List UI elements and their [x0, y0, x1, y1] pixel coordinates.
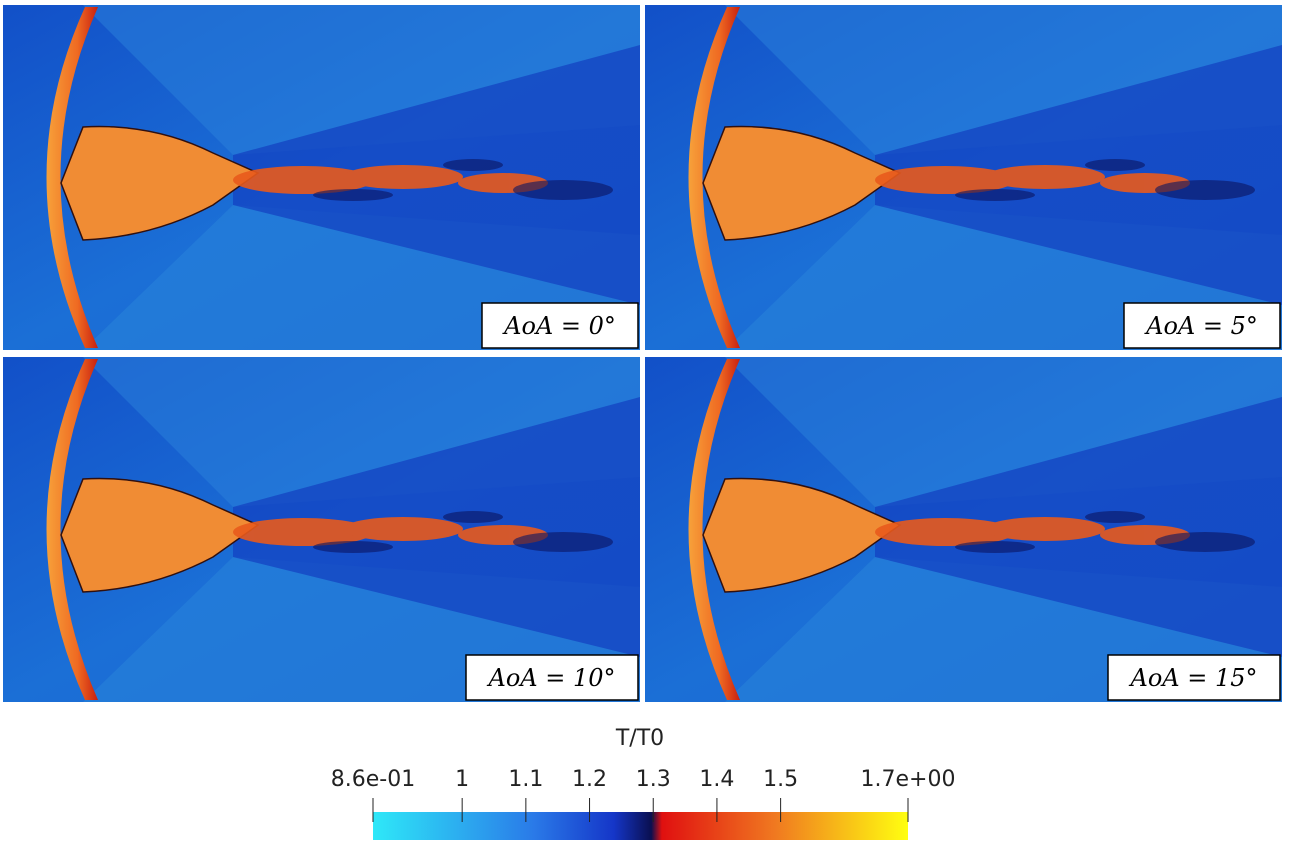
panel-label: AoA = 5°	[1144, 312, 1258, 340]
flow-field	[644, 356, 1283, 703]
tick-label: 1.4	[699, 767, 734, 792]
tick-label: 1.1	[508, 767, 543, 792]
tick-label: 1.5	[763, 767, 798, 792]
panel: AoA = 5°	[644, 4, 1283, 351]
tick-label: 1	[455, 767, 469, 792]
tick-label: 1.2	[572, 767, 607, 792]
tick-label: 1.7e+00	[861, 767, 956, 792]
label-box	[1107, 654, 1281, 701]
panel-label: AoA = 15°	[1128, 664, 1257, 692]
panel: AoA = 15°	[644, 356, 1283, 703]
panel-label: AoA = 10°	[486, 664, 615, 692]
colorbar	[373, 812, 908, 840]
tick-label: 1.3	[636, 767, 671, 792]
flow-field	[2, 4, 641, 351]
flow-field	[2, 356, 641, 703]
label-box	[481, 302, 639, 349]
panel: AoA = 10°	[2, 356, 641, 703]
tick-label: 8.6e-01	[331, 767, 415, 792]
panel: AoA = 0°	[2, 4, 641, 351]
colorbar-ticks: 8.6e-01 1 1.1 1.2 1.3 1.4 1.5 1.7e+00	[331, 767, 956, 822]
label-box	[1123, 302, 1281, 349]
colorbar-title: T/T0	[615, 726, 664, 751]
flow-field	[644, 4, 1283, 351]
label-box	[465, 654, 639, 701]
panels: AoA = 0° AoA = 5° AoA = 10° AoA = 15°	[2, 4, 1283, 703]
panel-label: AoA = 0°	[502, 312, 616, 340]
